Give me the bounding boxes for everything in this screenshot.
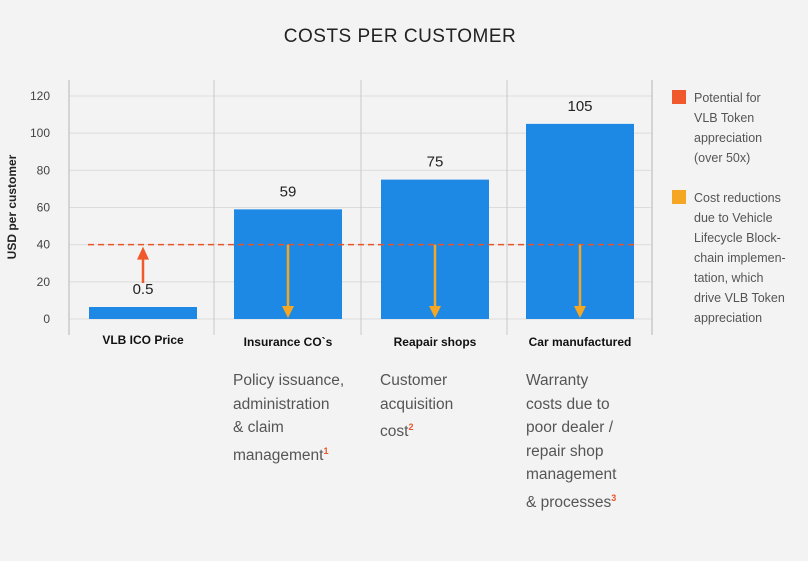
legend-text: Potential for VLB Token appreciation (over …: [694, 88, 804, 168]
description-line: & processes3: [526, 492, 617, 511]
category-label: Insurance CO`s: [244, 335, 333, 349]
description-insurance: Policy issuance, administration & claim man…: [233, 369, 344, 467]
legend-line: tation, which: [694, 271, 764, 285]
legend-text: Cost reductions due to Vehicle Lifecycle B…: [694, 188, 804, 328]
description-line: cost2: [380, 422, 414, 440]
category-label: Reapair shops: [394, 335, 477, 349]
description-line: poor dealer /: [526, 419, 614, 436]
description-line: Warranty: [526, 372, 589, 389]
data-label: 75: [427, 154, 444, 171]
footnote-marker: 3: [611, 492, 617, 503]
description-line: management: [526, 466, 617, 483]
y-tick-label: 20: [37, 275, 51, 289]
legend-line: Lifecycle Block-: [694, 231, 781, 245]
arrow-up-head: [137, 246, 149, 260]
category-label: VLB ICO Price: [102, 333, 184, 347]
chart-title: COSTS PER CUSTOMER: [284, 26, 516, 47]
data-label: 105: [567, 98, 592, 115]
y-tick-label: 80: [37, 163, 51, 177]
y-tick-label: 60: [37, 201, 51, 215]
legend-swatch: [672, 90, 686, 104]
legend-line: appreciation: [694, 131, 763, 145]
description-line: administration: [233, 395, 330, 413]
description-line: acquisition: [380, 395, 454, 413]
y-axis-label: USD per customer: [5, 154, 19, 259]
legend-line: appreciation: [694, 311, 763, 325]
arrow-down-head: [429, 306, 441, 318]
bar: [89, 307, 197, 319]
description-line: & claim: [233, 419, 284, 436]
legend-line: due to Vehicle: [694, 211, 773, 225]
legend-line: Cost reductions: [694, 191, 781, 205]
footnote-marker: 2: [408, 422, 414, 432]
description-line: management1: [233, 445, 329, 464]
y-tick-label: 0: [43, 312, 50, 326]
legend-line: chain implemen-: [694, 251, 786, 265]
legend-swatch: [672, 190, 686, 204]
legend-line: VLB Token: [694, 111, 755, 125]
data-label: 59: [280, 183, 297, 200]
description-line: repair shop: [526, 442, 604, 460]
description-repair-shops: Customer acquisition cost2: [380, 369, 453, 444]
data-label: 0.5: [133, 281, 154, 298]
arrow-down-head: [282, 306, 294, 318]
category-label: Car manufactured: [529, 335, 632, 349]
legend-line: Potential for: [694, 91, 761, 105]
description-line: Customer: [380, 372, 448, 389]
y-tick-label: 40: [37, 238, 51, 252]
footnote-marker: 1: [323, 445, 329, 456]
y-tick-label: 100: [30, 126, 50, 140]
arrow-down-head: [574, 306, 586, 318]
description-line: costs due to: [526, 395, 610, 413]
description-car-manufactured: Warranty costs due to poor dealer / repair …: [526, 369, 616, 514]
y-tick-label: 120: [30, 89, 50, 103]
description-line: Policy issuance,: [233, 372, 345, 389]
legend-line: drive VLB Token: [694, 291, 785, 305]
legend-line: (over 50x): [694, 151, 751, 165]
